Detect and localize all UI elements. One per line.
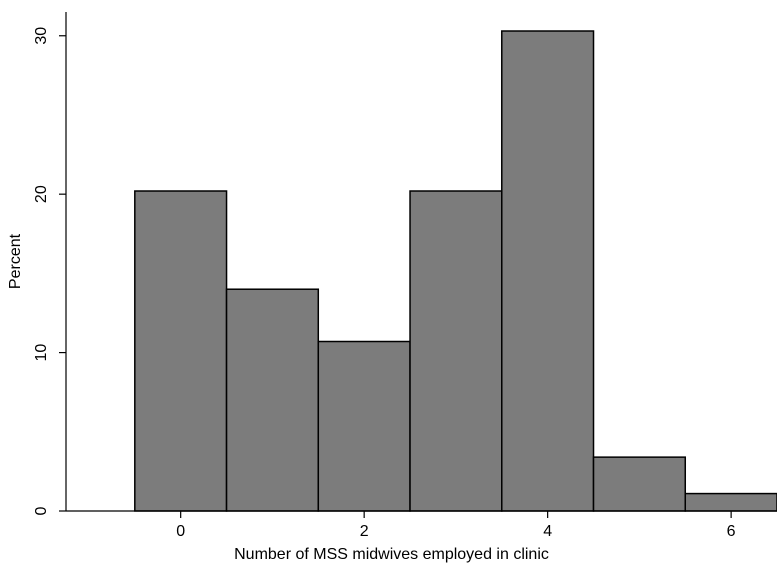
bars-group bbox=[134, 30, 777, 512]
x-ticks-group: 0 2 4 6 bbox=[176, 511, 736, 540]
x-axis-title: Number of MSS midwives employed in clini… bbox=[234, 546, 549, 563]
bar-0 bbox=[134, 190, 228, 512]
y-tick-label-10: 10 bbox=[33, 344, 50, 362]
y-tick-label-30: 30 bbox=[33, 27, 50, 45]
x-tick-label-2: 2 bbox=[360, 523, 369, 540]
y-tick-label-20: 20 bbox=[33, 185, 50, 203]
bar-4 bbox=[501, 30, 595, 512]
bar-6 bbox=[684, 492, 777, 512]
bar-1 bbox=[225, 288, 320, 512]
y-tick-label-0: 0 bbox=[33, 506, 50, 515]
y-axis-title: Percent bbox=[7, 233, 24, 289]
bar-3 bbox=[409, 190, 503, 512]
y-ticks-group: 0 10 20 30 bbox=[33, 27, 66, 515]
x-tick-label-4: 4 bbox=[543, 523, 552, 540]
x-tick-label-6: 6 bbox=[727, 523, 736, 540]
bar-2 bbox=[317, 340, 411, 512]
bar-5 bbox=[592, 456, 687, 512]
x-tick-label-0: 0 bbox=[176, 523, 185, 540]
